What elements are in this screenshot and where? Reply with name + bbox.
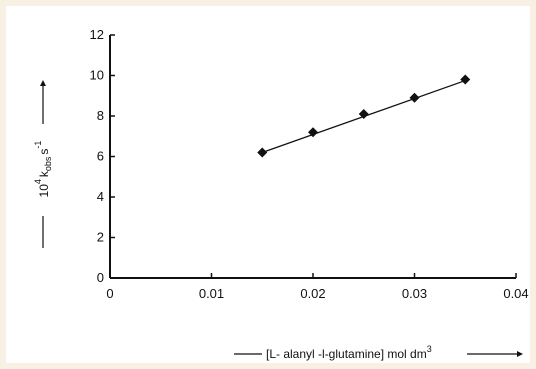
data-point — [358, 108, 369, 119]
y-tick-label: 12 — [90, 27, 104, 42]
data-points — [257, 74, 471, 158]
y-tick-label: 2 — [97, 230, 104, 245]
data-point — [460, 74, 471, 85]
x-title-main: [L- alanyl -l-glutamine] mol dm — [266, 347, 427, 361]
y-axis-title: 104 kobss-1 — [33, 80, 53, 248]
y-title-unit-sup: -1 — [33, 141, 43, 149]
x-tick-label: 0.01 — [199, 286, 224, 301]
x-tick-label: 0 — [106, 286, 113, 301]
y-title-sub: obs — [43, 156, 53, 171]
data-point — [257, 147, 268, 158]
y-title-prefix: 10 — [37, 184, 51, 198]
y-tick-label: 0 — [97, 270, 104, 285]
data-point — [308, 127, 318, 138]
y-tick-label: 6 — [97, 149, 104, 164]
y-title-unit: s — [37, 149, 51, 155]
y-title-k: k — [37, 170, 51, 177]
x-tick-label: 0.04 — [503, 286, 528, 301]
data-point — [409, 92, 420, 103]
y-tick-label: 10 — [90, 68, 104, 83]
x-axis-title-text: [L- alanyl -l-glutamine] mol dm3 — [266, 344, 432, 361]
y-tick-label: 8 — [97, 108, 104, 123]
x-axis-title: [L- alanyl -l-glutamine] mol dm3 — [234, 344, 523, 361]
x-tick-label: 0.02 — [300, 286, 325, 301]
x-tick-label: 0.03 — [402, 286, 427, 301]
y-title-arrowhead — [40, 80, 46, 86]
x-title-arrowhead — [517, 351, 523, 357]
x-title-sup: 3 — [427, 344, 432, 354]
y-tick-label: 4 — [97, 189, 104, 204]
y-ticks: 0 2 4 6 8 10 12 — [90, 27, 115, 285]
y-axis-title-text: 104 kobss-1 — [33, 141, 53, 198]
chart-frame: 0 2 4 6 8 10 12 0 0.01 0.02 0.03 0.04 104kobss-1 [… — [6, 6, 530, 363]
y-title-prefix-sup: 4 — [33, 179, 43, 184]
x-ticks: 0 0.01 0.02 0.03 0.04 — [106, 273, 529, 301]
